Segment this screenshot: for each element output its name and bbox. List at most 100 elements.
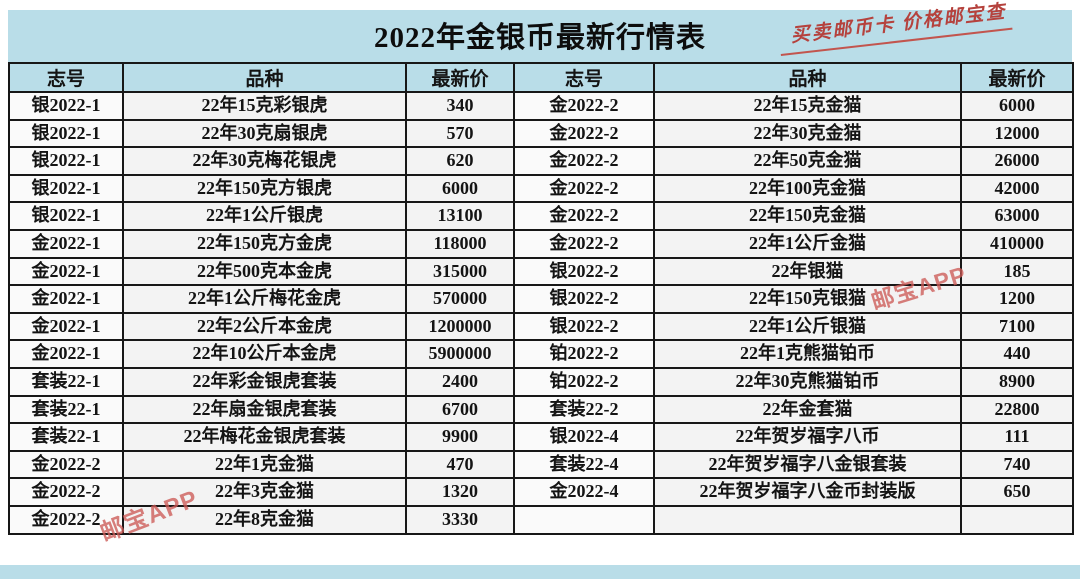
table-row: 银2022-1 22年30克梅花银虎 620 金2022-2 22年50克金猫 26000	[8, 146, 1074, 176]
cell-code: 银2022-2	[513, 256, 655, 287]
cell-code: 金2022-1	[8, 256, 124, 287]
cell-item: 22年彩金银虎套装	[122, 366, 407, 397]
cell-price: 570	[405, 118, 515, 149]
cell-price: 440	[960, 339, 1074, 369]
table-row: 银2022-1 22年1公斤银虎 13100 金2022-2 22年150克金猫 6300…	[8, 201, 1074, 231]
cell-price: 1200	[960, 284, 1074, 314]
cell-code: 套装22-1	[8, 366, 124, 397]
cell-item: 22年1公斤银猫	[653, 311, 962, 342]
cell-code: 银2022-2	[513, 311, 655, 342]
cell-code: 银2022-1	[8, 91, 124, 121]
col-header-price-right: 最新价	[960, 62, 1074, 93]
cell-price: 3330	[405, 504, 515, 535]
table-row: 金2022-2 22年3克金猫 1320 金2022-4 22年贺岁福字八金币封装版 65…	[8, 477, 1074, 507]
cell-code: 金2022-2	[513, 146, 655, 176]
cell-item: 22年1公斤银虎	[122, 201, 407, 231]
cell-price: 410000	[960, 228, 1074, 259]
cell-price: 2400	[405, 366, 515, 397]
col-header-item-left: 品种	[122, 62, 407, 93]
cell-price: 340	[405, 91, 515, 121]
cell-code: 金2022-2	[513, 118, 655, 149]
cell-code: 套装22-1	[8, 422, 124, 452]
page-title: 2022年金银币最新行情表	[373, 22, 706, 55]
cell-item: 22年30克熊猫铂币	[653, 366, 962, 397]
cell-price: 26000	[960, 146, 1074, 176]
cell-price: 740	[960, 449, 1074, 480]
cell-price: 470	[405, 449, 515, 480]
cell-item: 22年贺岁福字八币	[653, 422, 962, 452]
cell-code: 银2022-1	[8, 173, 124, 204]
cell-item: 22年30克金猫	[653, 118, 962, 149]
cell-price: 42000	[960, 173, 1074, 204]
cell-price: 8900	[960, 366, 1074, 397]
table-row: 金2022-1 22年2公斤本金虎 1200000 银2022-2 22年1公斤银猫 71…	[8, 311, 1074, 342]
cell-item: 22年8克金猫	[122, 504, 407, 535]
cell-code: 银2022-1	[8, 201, 124, 231]
cell-price: 1200000	[405, 311, 515, 342]
cell-item: 22年2公斤本金虎	[122, 311, 407, 342]
cell-price: 7100	[960, 311, 1074, 342]
col-header-code-right: 志号	[513, 62, 655, 93]
cell-item: 22年100克金猫	[653, 173, 962, 204]
table-row: 银2022-1 22年30克扇银虎 570 金2022-2 22年30克金猫 12000	[8, 118, 1074, 149]
cell-item: 22年贺岁福字八金币封装版	[653, 477, 962, 507]
cell-code: 银2022-4	[513, 422, 655, 452]
cell-price: 620	[405, 146, 515, 176]
cell-code: 金2022-2	[8, 504, 124, 535]
cell-price: 13100	[405, 201, 515, 231]
cell-code: 金2022-1	[8, 228, 124, 259]
cell-item: 22年10公斤本金虎	[122, 339, 407, 369]
table-row: 金2022-2 22年8克金猫 3330	[8, 504, 1074, 535]
cell-code: 金2022-2	[8, 449, 124, 480]
table-row: 金2022-1 22年10公斤本金虎 5900000 铂2022-2 22年1克熊猫铂币…	[8, 339, 1074, 369]
table-row: 套装22-1 22年扇金银虎套装 6700 套装22-2 22年金套猫 22800	[8, 394, 1074, 425]
col-header-code-left: 志号	[8, 62, 124, 93]
cell-price	[960, 504, 1074, 535]
cell-price: 185	[960, 256, 1074, 287]
cell-item: 22年银猫	[653, 256, 962, 287]
cell-price: 5900000	[405, 339, 515, 369]
cell-item: 22年1公斤金猫	[653, 228, 962, 259]
cell-item: 22年500克本金虎	[122, 256, 407, 287]
cell-code: 套装22-2	[513, 394, 655, 425]
cell-item: 22年1克熊猫铂币	[653, 339, 962, 369]
cell-item: 22年150克方银虎	[122, 173, 407, 204]
cell-code: 金2022-1	[8, 339, 124, 369]
cell-price: 1320	[405, 477, 515, 507]
cell-price: 111	[960, 422, 1074, 452]
table-row: 银2022-1 22年150克方银虎 6000 金2022-2 22年100克金猫 420…	[8, 173, 1074, 204]
table-body: 银2022-1 22年15克彩银虎 340 金2022-2 22年15克金猫 6000 银2…	[8, 91, 1074, 535]
cell-item: 22年150克金猫	[653, 201, 962, 231]
cell-item: 22年1克金猫	[122, 449, 407, 480]
table-row: 金2022-1 22年150克方金虎 118000 金2022-2 22年1公斤金猫 41…	[8, 228, 1074, 259]
cell-code: 套装22-4	[513, 449, 655, 480]
cell-item: 22年金套猫	[653, 394, 962, 425]
cell-price: 6000	[960, 91, 1074, 121]
bottom-band	[0, 565, 1080, 579]
cell-code: 金2022-2	[8, 477, 124, 507]
cell-price: 570000	[405, 284, 515, 314]
cell-code: 银2022-2	[513, 284, 655, 314]
cell-price: 650	[960, 477, 1074, 507]
cell-item: 22年15克彩银虎	[122, 91, 407, 121]
cell-item: 22年15克金猫	[653, 91, 962, 121]
cell-code: 金2022-2	[513, 91, 655, 121]
cell-code: 银2022-1	[8, 146, 124, 176]
cell-item: 22年3克金猫	[122, 477, 407, 507]
cell-price: 6000	[405, 173, 515, 204]
cell-item: 22年30克梅花银虎	[122, 146, 407, 176]
cell-code: 金2022-2	[513, 228, 655, 259]
price-table: 志号 品种 最新价 志号 品种 最新价 银2022-1 22年15克彩银虎 340 金…	[8, 62, 1074, 535]
cell-code: 铂2022-2	[513, 366, 655, 397]
cell-code: 金2022-2	[513, 173, 655, 204]
col-header-item-right: 品种	[653, 62, 962, 93]
table-row: 套装22-1 22年彩金银虎套装 2400 铂2022-2 22年30克熊猫铂币 8900	[8, 366, 1074, 397]
cell-item: 22年扇金银虎套装	[122, 394, 407, 425]
cell-price: 12000	[960, 118, 1074, 149]
table-row: 金2022-1 22年1公斤梅花金虎 570000 银2022-2 22年150克银猫 1…	[8, 284, 1074, 314]
cell-item: 22年梅花金银虎套装	[122, 422, 407, 452]
table-row: 银2022-1 22年15克彩银虎 340 金2022-2 22年15克金猫 6000	[8, 91, 1074, 121]
cell-item: 22年50克金猫	[653, 146, 962, 176]
cell-code: 套装22-1	[8, 394, 124, 425]
cell-price: 6700	[405, 394, 515, 425]
